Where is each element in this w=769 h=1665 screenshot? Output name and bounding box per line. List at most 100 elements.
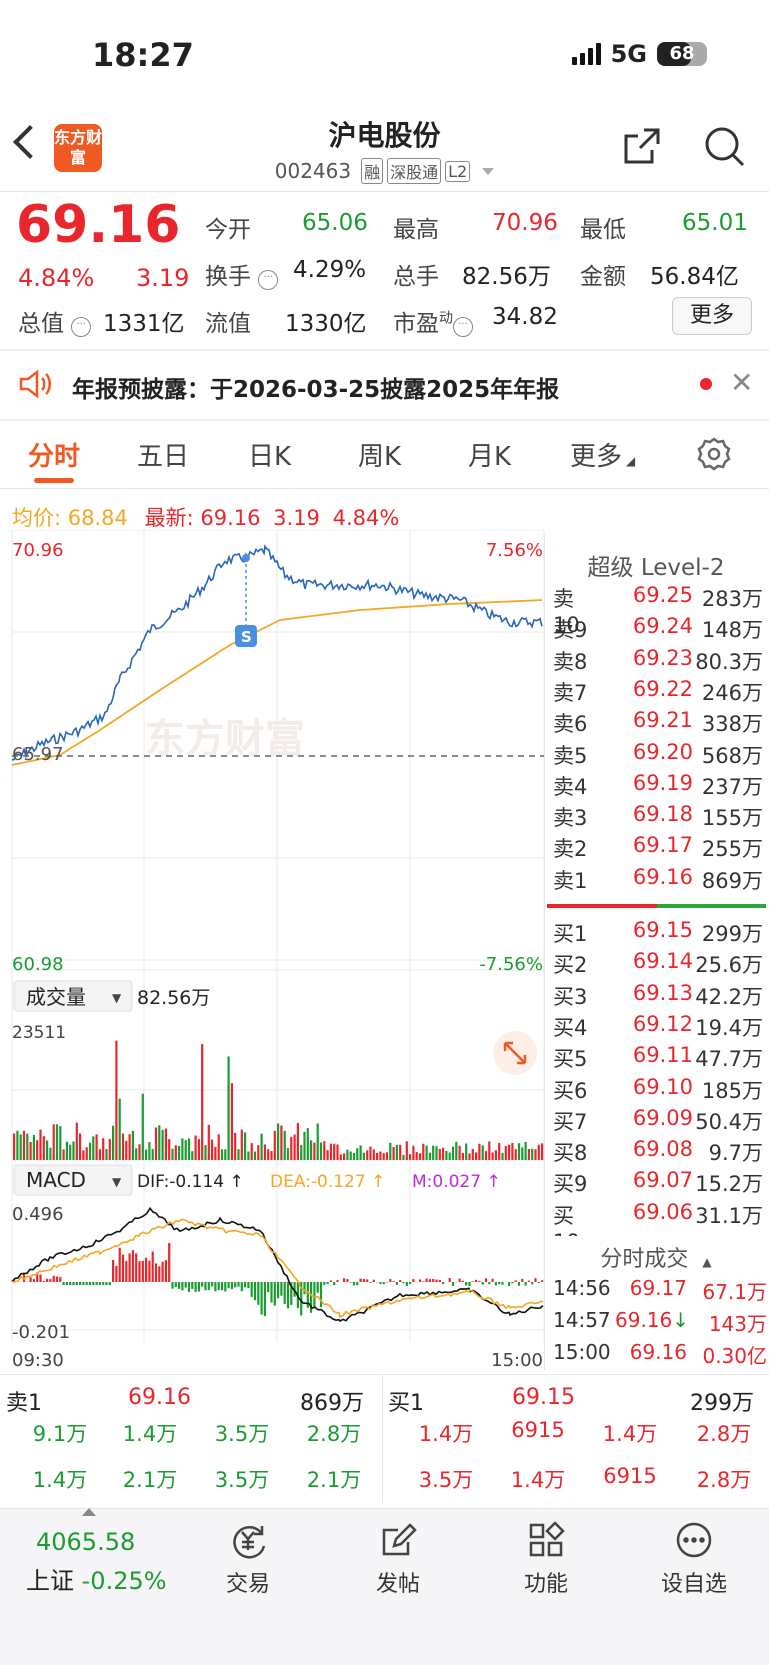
- tab-more[interactable]: 更多 ◢: [570, 442, 636, 472]
- orderbook-ask-row[interactable]: 卖10 69.25 283万: [553, 583, 763, 637]
- tab-intraday[interactable]: 分时: [28, 442, 81, 472]
- orderbook-ask-row[interactable]: 卖9 69.24 148万: [553, 614, 763, 645]
- nav-functions[interactable]: 功能: [496, 1520, 596, 1598]
- tab-daily-k[interactable]: 日K: [248, 442, 292, 472]
- volume-bar: [326, 1150, 329, 1160]
- marker-text: S: [241, 628, 252, 646]
- macd-bar: [135, 1253, 138, 1282]
- volume-bar: [141, 1093, 144, 1160]
- mktcap-value: 1331亿: [103, 311, 185, 337]
- orderbook-bid-row[interactable]: 买8 69.08 9.7万: [553, 1137, 763, 1168]
- low-label: 最低: [580, 217, 626, 243]
- orderbook-ask-row[interactable]: 卖3 69.18 155万: [553, 802, 763, 833]
- orderbook-ask-row[interactable]: 卖7 69.22 246万: [553, 677, 763, 708]
- orderbook-ask-row[interactable]: 卖6 69.21 338万: [553, 708, 763, 739]
- macd-bar: [346, 1278, 349, 1282]
- orderbook-ask-row[interactable]: 卖8 69.23 80.3万: [553, 646, 763, 677]
- bid-volume: 31.1万: [695, 1203, 763, 1228]
- orderbook-title[interactable]: 超级 Level-2: [587, 555, 725, 581]
- ask-label: 卖2: [553, 837, 588, 862]
- orderbook-bid-row[interactable]: 买2 69.14 25.6万: [553, 949, 763, 980]
- volume-label: 总手: [393, 264, 439, 290]
- nav-add-watchlist[interactable]: 设自选: [644, 1520, 744, 1598]
- orderbook-bid-row[interactable]: 买6 69.10 185万: [553, 1075, 763, 1106]
- tab-monthly-k[interactable]: 月K: [468, 442, 512, 472]
- time-start: 09:30: [12, 1350, 64, 1371]
- volume-bar: [346, 1149, 349, 1160]
- chevron-up-icon[interactable]: [82, 1508, 96, 1516]
- volume-bar: [214, 1146, 217, 1160]
- orderbook-bid-row[interactable]: 买9 69.07 15.2万: [553, 1168, 763, 1199]
- chevron-down-icon: ▼: [112, 1175, 122, 1189]
- info-icon[interactable]: ···: [71, 317, 92, 337]
- volume-bar: [293, 1134, 296, 1160]
- search-icon[interactable]: [702, 124, 746, 168]
- queue-cell: 2.8万: [306, 1422, 362, 1446]
- edit-icon: [382, 1523, 417, 1556]
- index-line[interactable]: 上证 -0.25%: [26, 1567, 167, 1595]
- volume-bar: [468, 1153, 471, 1160]
- orderbook-bid-row[interactable]: 买4 69.12 19.4万: [553, 1012, 763, 1043]
- volume-bar: [349, 1151, 352, 1160]
- macd-bar: [333, 1282, 336, 1286]
- stock-name: 沪电股份: [328, 119, 441, 152]
- macd-bar: [244, 1282, 247, 1288]
- orderbook-ask-row[interactable]: 卖5 69.20 568万: [553, 740, 763, 771]
- volume-bar: [217, 1134, 220, 1160]
- macd-label: MACD: [26, 1168, 86, 1192]
- nav-trade[interactable]: 交易: [198, 1520, 298, 1598]
- trades-title[interactable]: 分时成交 ▲: [600, 1247, 712, 1272]
- status-time: 18:27: [92, 36, 194, 74]
- macd-bar: [461, 1280, 464, 1282]
- trade-volume: 143万: [708, 1312, 767, 1336]
- close-icon[interactable]: ✕: [730, 366, 754, 399]
- macd-bar: [118, 1247, 121, 1282]
- macd-bar: [52, 1275, 55, 1282]
- orderbook-ask-row[interactable]: 卖2 69.17 255万: [553, 833, 763, 864]
- volume-bar: [135, 1148, 138, 1160]
- more-button[interactable]: 更多: [672, 297, 752, 335]
- macd-bar: [458, 1278, 461, 1282]
- macd-m: M:0.027 ↑: [412, 1172, 501, 1192]
- volume-bar: [494, 1150, 497, 1160]
- macd-bar: [442, 1282, 445, 1285]
- macd-bar: [260, 1282, 263, 1315]
- orderbook-bid-row[interactable]: 买7 69.09 50.4万: [553, 1106, 763, 1137]
- macd-bar: [168, 1242, 171, 1282]
- stock-code-row[interactable]: 002463 融 深股通 L2: [0, 158, 769, 184]
- ask-price: 69.21: [632, 708, 693, 733]
- macd-bar: [270, 1282, 273, 1303]
- volume-bar: [36, 1140, 39, 1160]
- info-icon[interactable]: ···: [258, 270, 279, 290]
- tab-five-day[interactable]: 五日: [137, 442, 190, 472]
- ask-price: 69.23: [632, 645, 693, 670]
- nav-post[interactable]: 发帖: [348, 1520, 448, 1598]
- volume-bar: [267, 1149, 270, 1160]
- macd-bar: [250, 1282, 253, 1297]
- tab-weekly-k[interactable]: 周K: [358, 442, 402, 472]
- macd-top: 0.496: [12, 1204, 64, 1225]
- orderbook-bid-row[interactable]: 买5 69.11 47.7万: [553, 1043, 763, 1074]
- volume-bar: [501, 1152, 504, 1160]
- bid-volume: 42.2万: [695, 984, 763, 1009]
- orderbook-ask-row[interactable]: 卖1 69.16 869万: [553, 865, 763, 896]
- share-icon[interactable]: [622, 126, 662, 166]
- macd-bar: [227, 1282, 230, 1289]
- bid-label: 买3: [553, 984, 588, 1009]
- volume-label: 成交量: [26, 985, 86, 1009]
- macd-bar: [277, 1282, 280, 1299]
- info-icon[interactable]: ···: [453, 317, 473, 337]
- orderbook-ask-row[interactable]: 卖4 69.19 237万: [553, 771, 763, 802]
- orderbook-bid-row[interactable]: 买1 69.15 299万: [553, 918, 763, 949]
- orderbook-bid-row[interactable]: 买3 69.13 42.2万: [553, 981, 763, 1012]
- volume-bar: [296, 1122, 299, 1160]
- index-value[interactable]: 4065.58: [36, 1528, 136, 1556]
- intraday-chart[interactable]: 东方财富 S 70.96 7.56% 65.97 60.98 -7.56% 成交…: [0, 530, 546, 1372]
- notice-text[interactable]: 年报预披露：于2026-03-25披露2025年年报: [72, 377, 560, 403]
- volume-bar: [240, 1129, 243, 1160]
- volume-bar: [161, 1129, 164, 1160]
- gear-icon[interactable]: [696, 436, 732, 472]
- volume-bar: [508, 1144, 511, 1160]
- macd-bar: [389, 1278, 392, 1282]
